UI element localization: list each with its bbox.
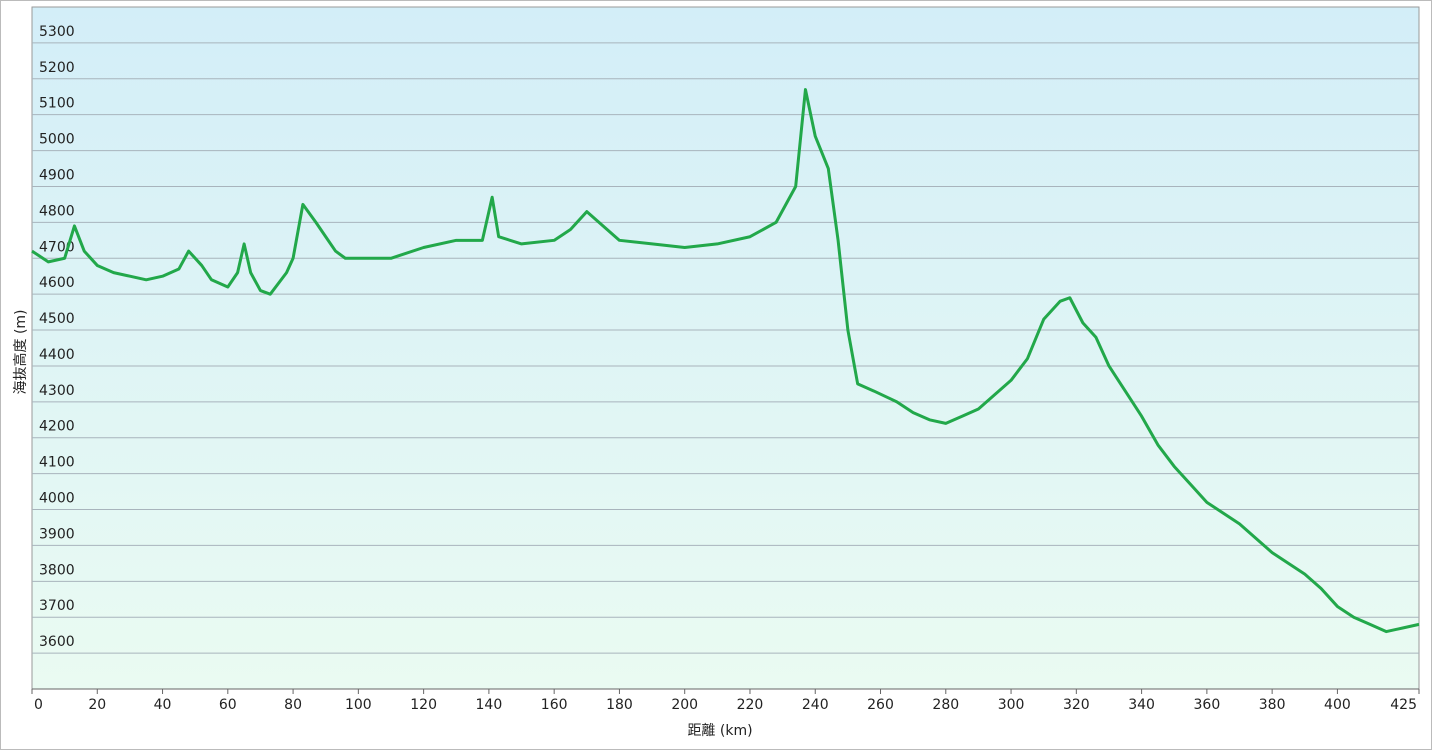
y-tick-label: 3600 [39,634,75,650]
y-tick-label: 5200 [39,60,75,76]
elevation-line [31,88,1420,634]
y-tick-label: 5100 [39,96,75,112]
x-tick-label: 20 [88,697,106,713]
y-tick-label: 5300 [39,24,75,40]
x-tick-label: 60 [219,697,237,713]
x-tick-label: 425 [1390,697,1417,713]
y-axis-label: 海抜高度 (m) [12,309,29,394]
x-tick-label: 300 [998,697,1025,713]
y-tick-label: 4400 [39,347,75,363]
y-tick-label: 3800 [39,562,75,578]
x-tick-label: 180 [606,697,633,713]
x-tick-label: 140 [476,697,503,713]
x-tick-label: 120 [410,697,437,713]
y-tick-label: 4300 [39,383,75,399]
x-tick-label: 0 [34,697,43,713]
x-tick-label: 80 [284,697,302,713]
x-axis-label: 距離 (km) [687,722,752,739]
y-tick-label: 4200 [39,419,75,435]
y-tick-label: 4100 [39,455,75,471]
x-tick-label: 160 [541,697,568,713]
x-tick-label: 380 [1259,697,1286,713]
y-tick-label: 3900 [39,526,75,542]
y-tick-label: 3700 [39,598,75,614]
x-tick-label: 280 [932,697,959,713]
x-tick-label: 240 [802,697,829,713]
y-tick-label: 4900 [39,167,75,183]
x-tick-label: 220 [737,697,764,713]
x-tick-label: 40 [154,697,172,713]
y-tick-label: 4800 [39,203,75,219]
x-tick-label: 360 [1194,697,1221,713]
x-tick-label: 100 [345,697,372,713]
y-tick-label: 4500 [39,311,75,327]
x-tick-label: 340 [1128,697,1155,713]
x-tick-label: 320 [1063,697,1090,713]
y-tick-label: 4000 [39,491,75,507]
y-tick-label: 4600 [39,275,75,291]
x-tick-label: 400 [1324,697,1351,713]
plot-area [31,6,1420,690]
y-tick-label: 5000 [39,132,75,148]
x-tick-label: 200 [671,697,698,713]
x-tick-label: 260 [867,697,894,713]
